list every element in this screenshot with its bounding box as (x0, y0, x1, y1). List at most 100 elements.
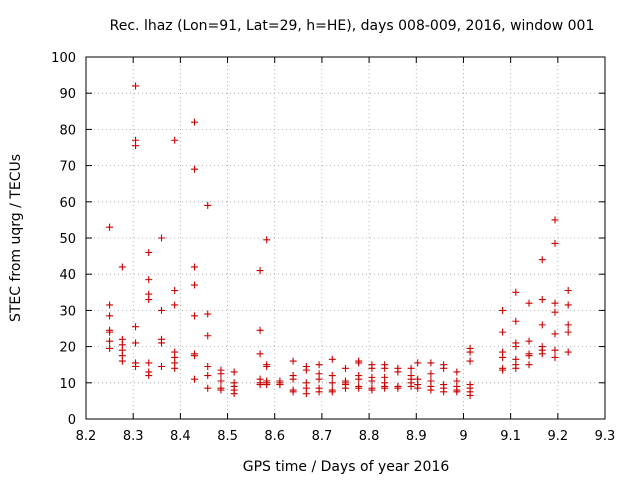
data-point (538, 256, 546, 264)
data-point (328, 355, 336, 363)
data-point (564, 328, 572, 336)
y-tick-label: 40 (59, 268, 76, 283)
data-point (171, 136, 179, 144)
data-point (394, 368, 402, 376)
data-point (538, 350, 546, 358)
data-point (106, 328, 114, 336)
data-point (381, 384, 389, 392)
data-point (368, 364, 376, 372)
y-tick-label: 20 (59, 341, 76, 356)
y-tick-label: 30 (59, 304, 76, 319)
data-point (440, 364, 448, 372)
data-point (204, 310, 212, 318)
x-axis-title: GPS time / Days of year 2016 (243, 459, 450, 475)
x-tick-label: 8.4 (170, 429, 191, 444)
data-point (551, 216, 559, 224)
data-point (302, 366, 310, 374)
data-point (256, 350, 264, 358)
data-point (525, 352, 533, 360)
data-point (132, 82, 140, 90)
x-tick-label: 9.2 (547, 429, 568, 444)
data-point (499, 306, 507, 314)
data-point (315, 375, 323, 383)
data-point (414, 359, 422, 367)
x-tick-label: 8.9 (406, 429, 427, 444)
data-point (315, 388, 323, 396)
data-point (453, 388, 461, 396)
data-point (145, 248, 153, 256)
data-point (263, 236, 271, 244)
data-point (512, 288, 520, 296)
y-tick-label: 60 (59, 196, 76, 211)
data-point (355, 384, 363, 392)
data-point (263, 381, 271, 389)
data-point (106, 312, 114, 320)
x-tick-label: 9.1 (500, 429, 521, 444)
data-point (191, 281, 199, 289)
x-tick-label: 9.3 (595, 429, 616, 444)
data-point (453, 368, 461, 376)
data-point (204, 332, 212, 340)
chart-title: Rec. lhaz (Lon=91, Lat=29, h=HE), days 0… (110, 18, 595, 34)
data-point (564, 286, 572, 294)
data-point (230, 368, 238, 376)
data-point (157, 339, 165, 347)
data-point (118, 357, 126, 365)
data-point (171, 286, 179, 294)
data-point (525, 299, 533, 307)
data-point (204, 363, 212, 371)
data-point (328, 372, 336, 380)
data-point (538, 296, 546, 304)
data-point (145, 372, 153, 380)
data-point (145, 296, 153, 304)
data-point (551, 299, 559, 307)
data-point (368, 377, 376, 385)
data-point (394, 384, 402, 392)
data-point (132, 142, 140, 150)
x-tick-labels: 8.2 8.3 8.4 8.5 8.6 8.7 8.8 8.9 9 9.1 9.2 9.3 (76, 429, 616, 444)
x-tick-label: 9 (459, 429, 467, 444)
data-point (328, 379, 336, 387)
data-point (512, 364, 520, 372)
data-point (289, 357, 297, 365)
data-point (191, 352, 199, 360)
data-point (132, 323, 140, 331)
data-point (355, 359, 363, 367)
data-point (204, 384, 212, 392)
data-point (328, 388, 336, 396)
data-point (525, 337, 533, 345)
data-point (302, 390, 310, 398)
data-point (499, 366, 507, 374)
data-point (440, 388, 448, 396)
data-point (289, 375, 297, 383)
x-tick-label: 8.6 (264, 429, 285, 444)
data-point (315, 361, 323, 369)
data-point (276, 381, 284, 389)
data-point (499, 328, 507, 336)
data-point (132, 339, 140, 347)
data-point (145, 276, 153, 284)
data-point (466, 357, 474, 365)
data-point (466, 348, 474, 356)
x-tick-label: 8.5 (217, 429, 238, 444)
data-point (256, 326, 264, 334)
data-point (204, 372, 212, 380)
data-point (106, 337, 114, 345)
data-point (106, 223, 114, 231)
x-tick-label: 8.7 (312, 429, 333, 444)
data-point (499, 353, 507, 361)
data-point (538, 321, 546, 329)
data-point (551, 346, 559, 354)
data-point (407, 382, 415, 390)
grid (86, 57, 605, 419)
x-tick-label: 8.2 (76, 429, 97, 444)
data-point (564, 321, 572, 329)
data-point (157, 363, 165, 371)
y-tick-label: 50 (59, 232, 76, 247)
data-point (106, 301, 114, 309)
data-point (230, 390, 238, 398)
y-tick-label: 0 (68, 413, 76, 428)
data-point (263, 363, 271, 371)
data-point (171, 364, 179, 372)
